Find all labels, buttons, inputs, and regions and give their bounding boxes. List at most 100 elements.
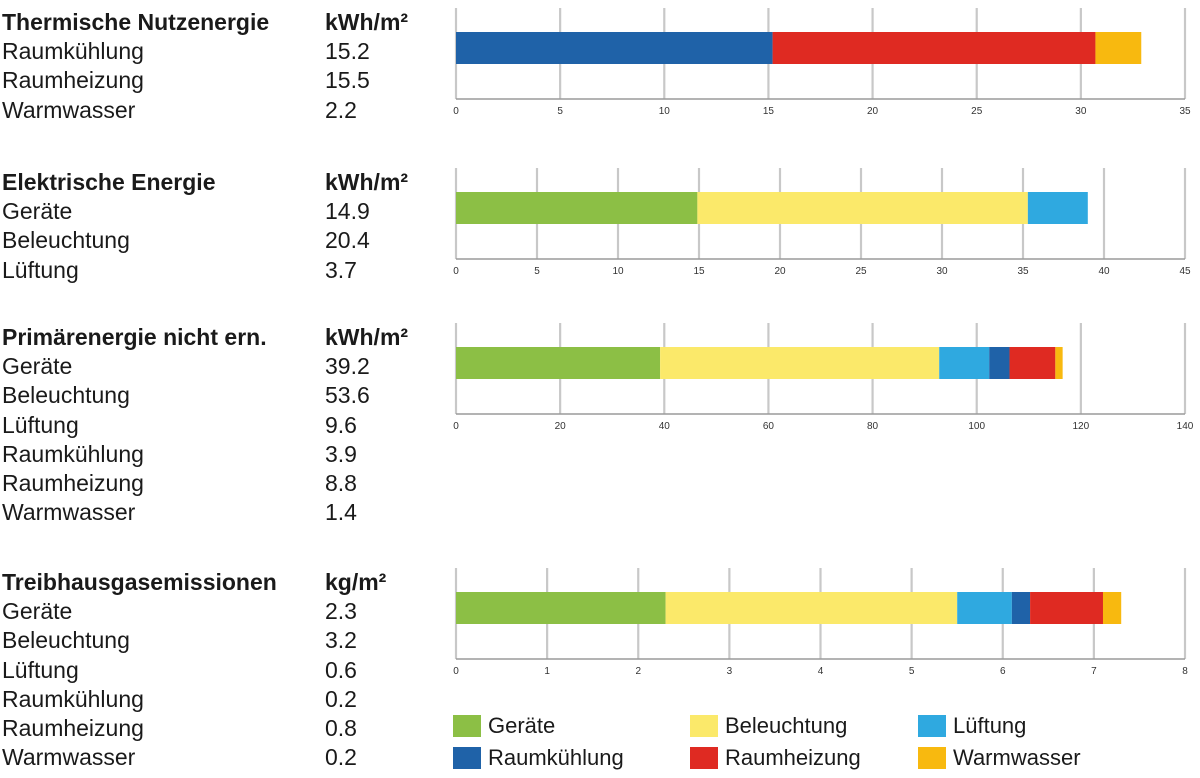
- tick-label: 35: [1017, 266, 1029, 277]
- row-value: 0.8: [325, 714, 357, 741]
- tick-label: 0: [453, 106, 459, 117]
- row-label: Beleuchtung: [2, 227, 130, 254]
- table-row: Raumheizung 15.5: [0, 66, 440, 95]
- legend-label: Raumkühlung: [488, 745, 624, 770]
- legend-swatch: [918, 747, 946, 769]
- tick-label: 5: [534, 266, 540, 277]
- tick-label: 20: [555, 421, 567, 432]
- unit-label: kWh/m²: [325, 169, 409, 195]
- table-header: Primärenergie nicht ern. kWh/m²: [0, 323, 440, 352]
- table-elektrische-energie: Elektrische Energie kWh/m² Geräte 14.9 Beleu…: [0, 168, 440, 285]
- table-row: Raumheizung 0.8: [0, 714, 440, 743]
- bar-segment-raumkuehlung: [989, 347, 1010, 379]
- row-label: Geräte: [2, 353, 73, 380]
- unit-label: kWh/m²: [325, 324, 409, 350]
- legend-label: Geräte: [488, 713, 556, 738]
- legend-item-raumkuehlung: Raumkühlung: [453, 744, 624, 772]
- bar-segment-geraete: [456, 192, 698, 224]
- legend-item-raumheizung: Raumheizung: [690, 744, 861, 772]
- tick-label: 15: [693, 266, 705, 277]
- legend-item-warmwasser: Warmwasser: [918, 744, 1081, 772]
- unit-label: kg/m²: [325, 569, 387, 595]
- bar-segment-lueftung: [957, 592, 1012, 624]
- table-row: Raumkühlung 0.2: [0, 685, 440, 714]
- table-row: Raumheizung 8.8: [0, 469, 440, 498]
- row-value: 0.2: [325, 685, 357, 712]
- row-value: 8.8: [325, 469, 357, 496]
- row-value: 2.2: [325, 96, 357, 123]
- bar-segment-lueftung: [939, 347, 990, 379]
- bar-segment-beleuchtung: [697, 192, 1028, 224]
- panel-thermische-nutzenergie: Thermische Nutzenergie kWh/m² Raumkühlung 1…: [0, 8, 1200, 133]
- tick-label: 5: [909, 666, 915, 677]
- legend-label: Warmwasser: [953, 745, 1081, 770]
- row-label: Beleuchtung: [2, 382, 130, 409]
- tick-label: 3: [727, 666, 733, 677]
- bar-segment-beleuchtung: [660, 347, 940, 379]
- legend-item-beleuchtung: Beleuchtung: [690, 712, 847, 740]
- legend-item-lueftung: Lüftung: [918, 712, 1026, 740]
- tick-label: 2: [635, 666, 641, 677]
- row-value: 20.4: [325, 227, 370, 254]
- table-row: Geräte 2.3: [0, 597, 440, 626]
- tick-label: 40: [659, 421, 671, 432]
- row-value: 3.7: [325, 256, 357, 283]
- row-value: 53.6: [325, 382, 370, 409]
- panel-elektrische-energie: Elektrische Energie kWh/m² Geräte 14.9 Beleu…: [0, 168, 1200, 293]
- tick-label: 80: [867, 421, 879, 432]
- row-label: Warmwasser: [2, 96, 136, 123]
- row-label: Warmwasser: [2, 499, 136, 526]
- table-primaerenergie: Primärenergie nicht ern. kWh/m² Geräte 39.2…: [0, 323, 440, 527]
- tick-label: 20: [867, 106, 879, 117]
- row-value: 15.5: [325, 67, 370, 94]
- tick-label: 10: [659, 106, 671, 117]
- tick-label: 0: [453, 421, 459, 432]
- table-row: Geräte 14.9: [0, 197, 440, 226]
- row-label: Warmwasser: [2, 744, 136, 771]
- chart-thermische-nutzenergie: 0 5 10 15 20 25 30 35: [453, 8, 1191, 117]
- bar-segment-warmwasser: [1055, 347, 1063, 379]
- row-label: Raumkühlung: [2, 440, 144, 467]
- panel-treibhausgasemissionen: Treibhausgasemissionen kg/m² Geräte 2.3 Bele…: [0, 568, 1200, 778]
- bar-segment-warmwasser: [1102, 592, 1122, 624]
- table-row: Geräte 39.2: [0, 352, 440, 381]
- table-header: Thermische Nutzenergie kWh/m²: [0, 8, 440, 37]
- row-value: 2.3: [325, 598, 357, 625]
- row-value: 0.2: [325, 744, 357, 771]
- row-label: Raumheizung: [2, 67, 144, 94]
- legend-item-geraete: Geräte: [453, 712, 555, 740]
- table-row: Warmwasser 1.4: [0, 498, 440, 527]
- table-row: Beleuchtung 20.4: [0, 226, 440, 255]
- row-label: Lüftung: [2, 256, 79, 283]
- chart-primaerenergie: 0 20 40 60 80 100 120 140: [453, 323, 1194, 432]
- table-row: Warmwasser 0.2: [0, 743, 440, 772]
- row-value: 1.4: [325, 499, 357, 526]
- tick-label: 0: [453, 266, 459, 277]
- legend-label: Lüftung: [953, 713, 1027, 738]
- table-treibhausgasemissionen: Treibhausgasemissionen kg/m² Geräte 2.3 Bele…: [0, 568, 440, 772]
- tick-label: 7: [1091, 666, 1097, 677]
- tick-label: 35: [1179, 106, 1191, 117]
- row-label: Lüftung: [2, 656, 79, 683]
- tick-label: 30: [1075, 106, 1087, 117]
- tick-label: 10: [612, 266, 624, 277]
- chart-elektrische-energie: 0 5 10 15 20 25 30 35 40 45: [453, 168, 1191, 277]
- bar-segment-warmwasser: [1095, 32, 1142, 64]
- legend-swatch: [690, 715, 718, 737]
- row-value: 39.2: [325, 353, 370, 380]
- table-header: Elektrische Energie kWh/m²: [0, 168, 440, 197]
- bar-segment-raumheizung: [772, 32, 1096, 64]
- row-value: 15.2: [325, 38, 370, 65]
- tick-label: 6: [1000, 666, 1006, 677]
- tick-label: 0: [453, 666, 459, 677]
- bar-segment-raumkuehlung: [1011, 592, 1031, 624]
- legend: Geräte Beleuchtung Lüftung Raumkühlung Raumh…: [453, 712, 1193, 774]
- chart-title: Thermische Nutzenergie: [2, 9, 270, 35]
- tick-label: 30: [936, 266, 948, 277]
- tick-label: 120: [1073, 421, 1090, 432]
- tick-label: 25: [971, 106, 983, 117]
- tick-label: 140: [1177, 421, 1194, 432]
- tick-label: 8: [1182, 666, 1188, 677]
- bar-segment-geraete: [456, 347, 661, 379]
- chart-title: Treibhausgasemissionen: [2, 569, 277, 595]
